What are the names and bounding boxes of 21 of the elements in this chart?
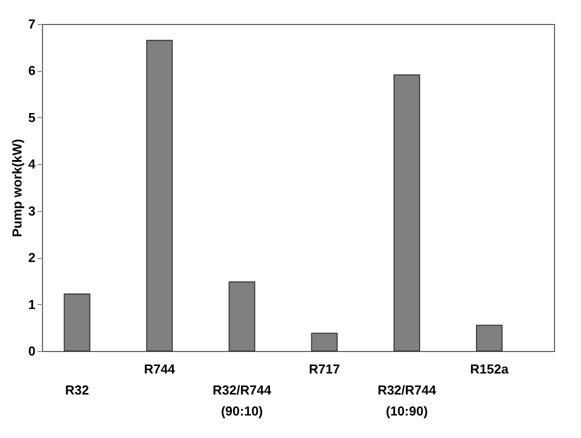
y-tick-label: 7 xyxy=(28,16,36,32)
x-tick-label: R717 xyxy=(308,362,340,376)
x-tick-label: R32/R744 (10:90) xyxy=(378,382,437,418)
y-axis-title: Pump work(kW) xyxy=(9,138,24,238)
y-tick-label: 3 xyxy=(28,203,36,218)
x-tick-label: R744 xyxy=(144,362,176,376)
y-tick-label: 4 xyxy=(28,156,36,172)
bar xyxy=(311,332,338,352)
y-tick-label: 5 xyxy=(28,110,36,125)
x-tick-label: R32 xyxy=(65,382,89,398)
bar xyxy=(394,74,420,352)
x-tick-label: R32/R744 (90:10) xyxy=(212,382,272,418)
y-tick-label: 1 xyxy=(28,296,36,312)
x-tick-label: R152a xyxy=(470,362,510,376)
bar xyxy=(146,40,173,352)
bar xyxy=(228,281,256,352)
bar xyxy=(476,324,503,352)
y-tick-label: 0 xyxy=(28,344,36,358)
y-tick-label: 2 xyxy=(28,250,36,266)
bar xyxy=(64,294,90,352)
y-tick-label: 6 xyxy=(28,63,36,78)
